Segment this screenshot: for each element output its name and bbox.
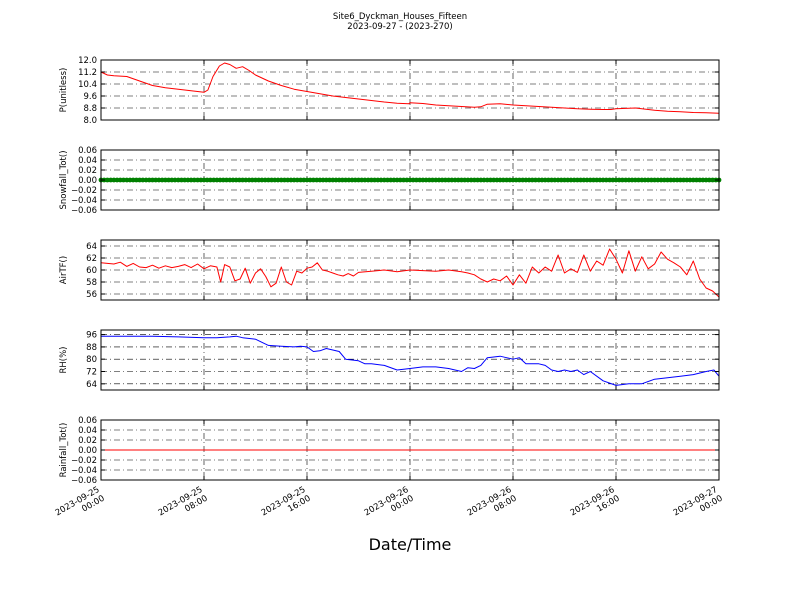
snowfall-point-173 <box>655 177 661 183</box>
snowfall-point-167 <box>636 177 641 183</box>
snowfall-point-119 <box>481 177 487 183</box>
pressure-ytick-label-0: 8.0 <box>83 116 97 126</box>
snowfall-ytick-label-0: −0.06 <box>71 206 97 216</box>
snowfall-ytick-label-6: 0.06 <box>78 146 97 156</box>
snowfall-point-34 <box>208 177 213 183</box>
snowfall-point-103 <box>430 177 435 183</box>
pressure-ylabel: P(unitless) <box>59 68 69 113</box>
snowfall-point-162 <box>620 177 625 183</box>
snowfall-point-77 <box>346 177 352 183</box>
air-temperature-ylabel: AirTF() <box>59 256 69 284</box>
x-tick-label-0: 2023-09-2500:00 <box>54 485 107 527</box>
pressure-ytick-label-3: 10.4 <box>78 80 97 90</box>
panel-pressure: 8.0 8.8 9.6 10.4 11.2 12.0 P(unitless) <box>59 56 720 126</box>
snowfall-point-61 <box>294 177 300 183</box>
rainfall-ytick-label-2: −0.02 <box>71 456 97 466</box>
snowfall-point-189 <box>706 177 712 183</box>
snowfall-ytick-label-3: 0.00 <box>78 176 97 186</box>
snowfall-point-87 <box>378 177 384 183</box>
snowfall-points <box>98 177 722 183</box>
snowfall-point-50 <box>259 177 265 183</box>
rainfall-ytick-label-4: 0.02 <box>78 436 97 446</box>
air-temperature-series-line <box>100 248 720 298</box>
snowfall-ylabel: Snowfall_Tot() <box>59 150 69 209</box>
panel-air-temperature: 56 58 60 62 64 AirTF() <box>59 239 720 301</box>
snowfall-point-71 <box>327 177 332 183</box>
pressure-ytick-label-2: 9.6 <box>83 92 97 102</box>
relative-humidity-ytick-label-4: 96 <box>86 331 97 341</box>
relative-humidity-series-line <box>101 335 720 386</box>
rainfall-ytick-label-3: 0.00 <box>78 446 97 456</box>
air-temperature-ytick-label-0: 56 <box>86 290 97 300</box>
figure-title: Site6_Dyckman_Houses_Fifteen <box>333 12 467 22</box>
snowfall-point-13 <box>140 177 146 183</box>
snowfall-point-45 <box>243 177 249 183</box>
air-temperature-ytick-label-3: 62 <box>86 254 97 264</box>
air-temperature-ytick-label-4: 64 <box>86 242 97 252</box>
x-axis-label: Date/Time <box>369 535 452 554</box>
snowfall-point-23 <box>172 177 178 183</box>
pressure-ytick-label-1: 8.8 <box>83 104 97 114</box>
x-tick-labels: 2023-09-2500:00 2023-09-2508:00 2023-09-25… <box>54 485 725 527</box>
snowfall-point-109 <box>449 177 455 183</box>
x-tick-label-1: 2023-09-2508:00 <box>157 485 210 527</box>
snowfall-point-2 <box>105 177 110 183</box>
figure-subtitle: 2023-09-27 - (2023-270) <box>347 22 452 32</box>
snowfall-ytick-label-1: −0.04 <box>71 196 97 206</box>
relative-humidity-ytick-label-3: 88 <box>86 343 97 353</box>
snowfall-point-135 <box>533 177 538 183</box>
snowfall-ytick-label-5: 0.04 <box>78 156 97 166</box>
pressure-ytick-label-5: 12.0 <box>78 56 97 66</box>
snowfall-ytick-label-2: −0.02 <box>71 186 97 196</box>
pressure-ytick-label-4: 11.2 <box>78 68 97 78</box>
x-tick-label-5: 2023-09-2616:00 <box>569 485 622 527</box>
rainfall-ytick-label-0: −0.06 <box>71 476 97 486</box>
snowfall-point-130 <box>517 177 522 183</box>
snowfall-point-82 <box>362 177 368 183</box>
snowfall-point-178 <box>671 177 677 183</box>
snowfall-point-39 <box>224 177 229 183</box>
snowfall-point-183 <box>687 177 693 183</box>
air-temperature-ytick-label-2: 60 <box>86 266 97 276</box>
panel-relative-humidity: 64 72 80 88 96 RH(%) <box>59 329 720 391</box>
relative-humidity-ytick-label-1: 72 <box>86 368 97 378</box>
relative-humidity-ylabel: RH(%) <box>59 346 69 373</box>
snowfall-point-55 <box>275 177 281 183</box>
air-temperature-ytick-label-1: 58 <box>86 278 97 288</box>
relative-humidity-ytick-label-0: 64 <box>86 380 97 390</box>
snowfall-point-29 <box>191 177 197 183</box>
panel-snowfall: −0.06−0.04−0.020.000.020.040.06 Snowfall_… <box>59 146 722 216</box>
x-tick-label-6: 2023-09-2700:00 <box>672 485 725 527</box>
snowfall-point-18 <box>156 177 162 183</box>
x-tick-label-2: 2023-09-2516:00 <box>260 485 313 527</box>
snowfall-point-157 <box>603 177 609 183</box>
snowfall-point-125 <box>500 177 506 183</box>
x-tick-label-4: 2023-09-2608:00 <box>466 485 519 527</box>
rainfall-ytick-label-6: 0.06 <box>78 416 97 426</box>
x-tick-label-3: 2023-09-2600:00 <box>363 485 416 527</box>
rainfall-ytick-label-5: 0.04 <box>78 426 97 436</box>
snowfall-point-7 <box>121 177 126 183</box>
pressure-series-line <box>100 62 720 114</box>
snowfall-point-98 <box>414 177 419 183</box>
snowfall-point-141 <box>552 177 558 183</box>
relative-humidity-ytick-label-2: 80 <box>86 355 97 365</box>
snowfall-point-66 <box>311 177 316 183</box>
snowfall-point-114 <box>465 177 471 183</box>
rainfall-ytick-label-1: −0.04 <box>71 466 97 476</box>
rainfall-ylabel: Rainfall_Tot() <box>59 423 69 478</box>
snowfall-ytick-label-4: 0.02 <box>78 166 97 176</box>
snowfall-point-146 <box>568 177 574 183</box>
snowfall-point-151 <box>584 177 590 183</box>
panel-rainfall: −0.06−0.04−0.020.000.020.040.06 Rainfall_… <box>59 416 720 486</box>
snowfall-point-93 <box>397 177 403 183</box>
